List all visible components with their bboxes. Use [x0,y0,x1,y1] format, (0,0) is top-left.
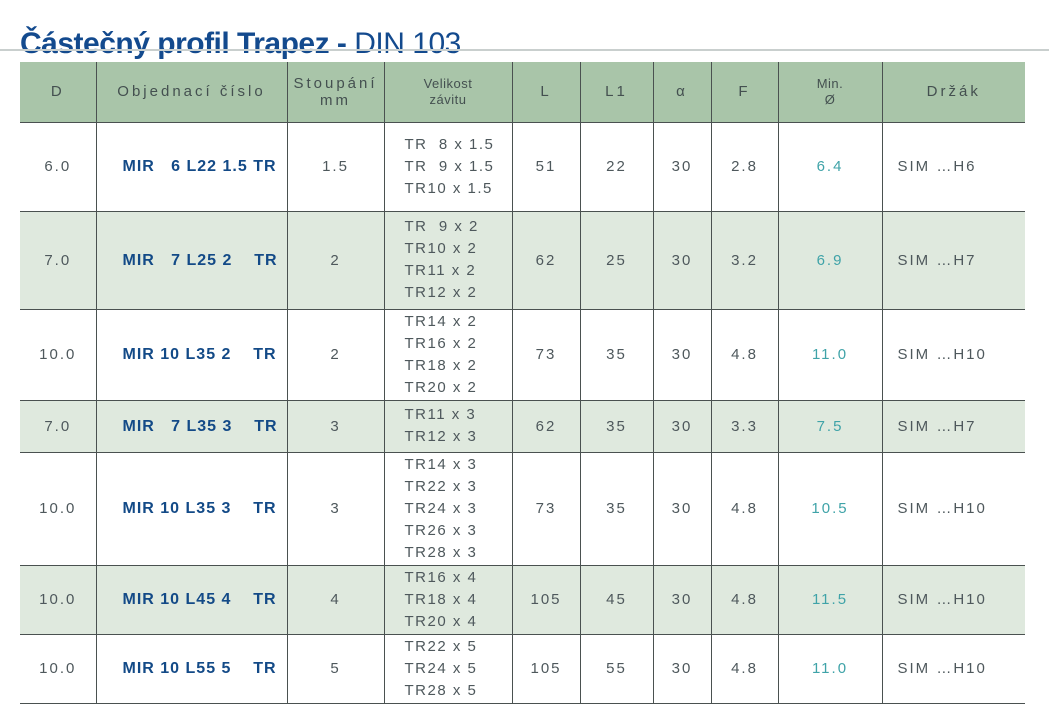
cell-holder: SIM …H10 [881,565,1025,635]
cell-holder: SIM …H7 [881,211,1025,310]
cell-l1: 35 [579,452,653,566]
title-divider [0,49,1049,51]
cell-d: 10.0 [20,452,96,566]
header-thread-size: Velikost závitu [383,62,512,123]
cell-thread-sizes: TR16 x 4 TR18 x 4 TR20 x 4 [383,565,512,635]
cell-l: 62 [511,211,580,310]
cell-order-number: MIR 10 L35 2 TR [95,309,287,401]
cell-l1: 45 [579,565,653,635]
table-row: 7.0 MIR 7 L25 2 TR 2 TR 9 x 2 TR10 x 2 T… [20,211,1025,310]
cell-f: 2.8 [710,122,778,212]
table-header: D Objednací číslo Stoupání mm Velikost z… [20,62,1025,123]
cell-thread-sizes: TR11 x 3 TR12 x 3 [383,400,512,453]
cell-order-number: MIR 7 L25 2 TR [95,211,287,310]
cell-l1: 22 [579,122,653,212]
page-title-product: Částečný profil Trapez - [20,27,355,61]
table-row: 10.0 MIR 10 L45 4 TR 4 TR16 x 4 TR18 x 4… [20,565,1025,635]
cell-order-number: MIR 7 L35 3 TR [95,400,287,453]
cell-alpha: 30 [652,309,711,401]
table-row: 10.0 MIR 10 L35 2 TR 2 TR14 x 2 TR16 x 2… [20,309,1025,401]
cell-thread-sizes: TR14 x 3 TR22 x 3 TR24 x 3 TR26 x 3 TR28… [383,452,512,566]
cell-pitch: 3 [286,400,384,453]
table-body: 6.0 MIR 6 L22 1.5 TR 1.5 TR 8 x 1.5 TR 9… [20,122,1025,704]
cell-l: 73 [511,452,580,566]
header-pitch: Stoupání mm [286,62,384,123]
cell-pitch: 1.5 [286,122,384,212]
cell-min-diameter: 11.0 [777,309,882,401]
cell-thread-sizes: TR 8 x 1.5 TR 9 x 1.5 TR10 x 1.5 [383,122,512,212]
cell-d: 10.0 [20,565,96,635]
product-table: D Objednací číslo Stoupání mm Velikost z… [20,62,1025,704]
page-title-standard: DIN 103 [354,27,461,61]
cell-order-number: MIR 10 L35 3 TR [95,452,287,566]
cell-pitch: 5 [286,634,384,704]
header-order-number: Objednací číslo [95,62,287,123]
cell-min-diameter: 11.0 [777,634,882,704]
cell-order-number: MIR 10 L45 4 TR [95,565,287,635]
cell-holder: SIM …H7 [881,400,1025,453]
cell-l: 62 [511,400,580,453]
cell-alpha: 30 [652,400,711,453]
cell-d: 6.0 [20,122,96,212]
cell-holder: SIM …H10 [881,452,1025,566]
cell-d: 7.0 [20,211,96,310]
cell-f: 4.8 [710,634,778,704]
cell-min-diameter: 10.5 [777,452,882,566]
cell-f: 3.3 [710,400,778,453]
cell-alpha: 30 [652,211,711,310]
cell-d: 7.0 [20,400,96,453]
cell-l: 105 [511,634,580,704]
cell-f: 4.8 [710,565,778,635]
cell-alpha: 30 [652,122,711,212]
cell-l: 105 [511,565,580,635]
cell-thread-sizes: TR14 x 2 TR16 x 2 TR18 x 2 TR20 x 2 [383,309,512,401]
cell-f: 4.8 [710,309,778,401]
cell-order-number: MIR 6 L22 1.5 TR [95,122,287,212]
cell-d: 10.0 [20,634,96,704]
cell-min-diameter: 11.5 [777,565,882,635]
cell-min-diameter: 6.4 [777,122,882,212]
table-row: 10.0 MIR 10 L55 5 TR 5 TR22 x 5 TR24 x 5… [20,634,1025,704]
cell-alpha: 30 [652,452,711,566]
table-row: 6.0 MIR 6 L22 1.5 TR 1.5 TR 8 x 1.5 TR 9… [20,122,1025,212]
header-l1: L1 [579,62,653,123]
cell-min-diameter: 6.9 [777,211,882,310]
header-f: F [710,62,778,123]
cell-holder: SIM …H10 [881,634,1025,704]
cell-d: 10.0 [20,309,96,401]
cell-l: 51 [511,122,580,212]
header-d: D [20,62,96,123]
header-l: L [511,62,580,123]
header-row: D Objednací číslo Stoupání mm Velikost z… [20,62,1025,123]
header-alpha: α [652,62,711,123]
cell-pitch: 4 [286,565,384,635]
cell-order-number: MIR 10 L55 5 TR [95,634,287,704]
header-min-diameter: Min. Ø [777,62,882,123]
cell-holder: SIM …H10 [881,309,1025,401]
cell-pitch: 3 [286,452,384,566]
cell-pitch: 2 [286,211,384,310]
cell-alpha: 30 [652,634,711,704]
cell-l1: 35 [579,309,653,401]
cell-thread-sizes: TR22 x 5 TR24 x 5 TR28 x 5 [383,634,512,704]
table-row: 10.0 MIR 10 L35 3 TR 3 TR14 x 3 TR22 x 3… [20,452,1025,566]
header-holder: Držák [881,62,1025,123]
cell-holder: SIM …H6 [881,122,1025,212]
page-title: Částečný profil Trapez - DIN 103 [20,26,461,62]
cell-alpha: 30 [652,565,711,635]
table-row: 7.0 MIR 7 L35 3 TR 3 TR11 x 3 TR12 x 3 6… [20,400,1025,453]
cell-min-diameter: 7.5 [777,400,882,453]
cell-thread-sizes: TR 9 x 2 TR10 x 2 TR11 x 2 TR12 x 2 [383,211,512,310]
cell-l1: 25 [579,211,653,310]
cell-l1: 35 [579,400,653,453]
cell-pitch: 2 [286,309,384,401]
cell-l: 73 [511,309,580,401]
cell-l1: 55 [579,634,653,704]
cell-f: 3.2 [710,211,778,310]
cell-f: 4.8 [710,452,778,566]
